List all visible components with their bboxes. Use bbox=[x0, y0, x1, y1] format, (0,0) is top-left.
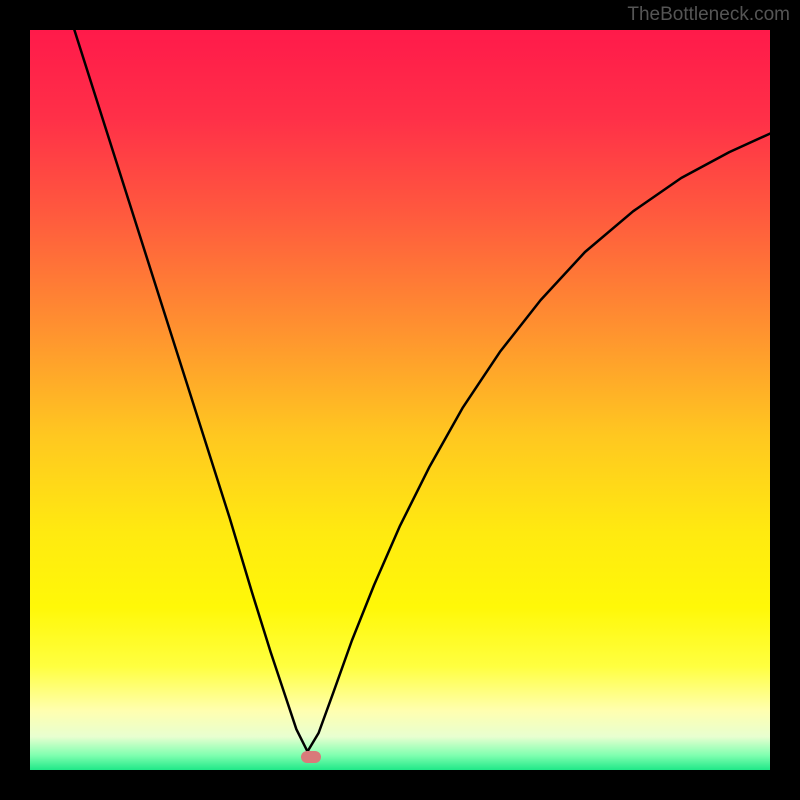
plot-area bbox=[30, 30, 770, 770]
gradient-background bbox=[30, 30, 770, 770]
watermark-text: TheBottleneck.com bbox=[627, 4, 790, 26]
chart-frame: TheBottleneck.com bbox=[0, 0, 800, 800]
bottleneck-curve-chart bbox=[30, 30, 770, 770]
minimum-marker bbox=[301, 751, 321, 763]
